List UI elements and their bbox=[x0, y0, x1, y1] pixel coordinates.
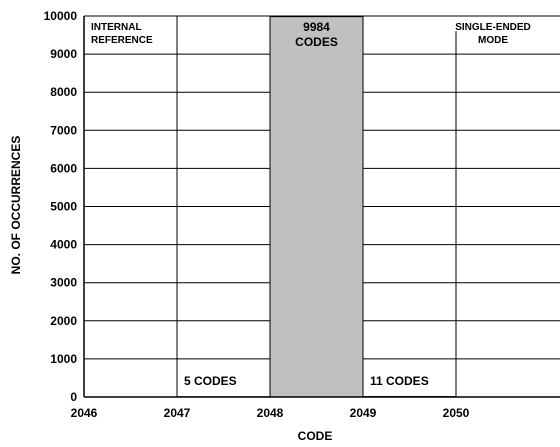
bar-data-label: CODES bbox=[295, 35, 338, 49]
annotation-single-ended-mode: SINGLE-ENDED bbox=[455, 22, 531, 33]
y-tick-label: 10000 bbox=[44, 9, 78, 23]
y-tick-label: 0 bbox=[70, 390, 77, 404]
y-axis-title: NO. OF OCCURRENCES bbox=[9, 136, 23, 275]
y-tick-label: 1000 bbox=[50, 352, 77, 366]
y-tick-label: 4000 bbox=[50, 238, 77, 252]
x-axis-title: CODE bbox=[298, 429, 333, 443]
annotation-single-ended-mode: MODE bbox=[478, 35, 508, 46]
y-tick-label: 9000 bbox=[50, 47, 77, 61]
y-tick-label: 6000 bbox=[50, 161, 77, 175]
x-tick-label: 2049 bbox=[350, 406, 377, 420]
annotation-internal-reference: INTERNAL bbox=[91, 22, 142, 33]
x-tick-label: 2046 bbox=[71, 406, 98, 420]
annotation-internal-reference: REFERENCE bbox=[91, 35, 153, 46]
label-layer: 0 1000 2000 3000 4000 5000 6000 7000 8000 9000 100… bbox=[44, 9, 531, 420]
bar-data-label: 5 CODES bbox=[184, 374, 237, 388]
bar-data-label: 11 CODES bbox=[370, 374, 429, 388]
x-tick-label: 2047 bbox=[164, 406, 191, 420]
bar-data-label: 9984 bbox=[303, 20, 330, 34]
bar-code-2048 bbox=[269, 16, 364, 398]
frame-layer bbox=[83, 15, 560, 398]
y-tick-label: 7000 bbox=[50, 123, 77, 137]
y-tick-label: 8000 bbox=[50, 85, 77, 99]
bar-layer bbox=[176, 16, 457, 398]
x-tick-label: 2050 bbox=[443, 406, 470, 420]
x-tick-label: 2048 bbox=[257, 406, 284, 420]
y-tick-label: 3000 bbox=[50, 276, 77, 290]
y-tick-label: 5000 bbox=[50, 200, 77, 214]
y-tick-label: 2000 bbox=[50, 314, 77, 328]
